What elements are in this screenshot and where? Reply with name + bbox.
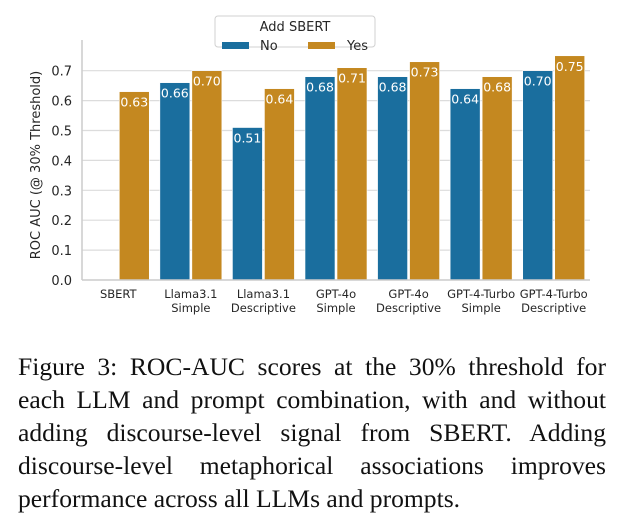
- x-tick-label: Llama3.1: [237, 287, 290, 301]
- y-tick-label: 0.1: [51, 244, 72, 259]
- axes: [81, 40, 590, 281]
- x-tick-labels: SBERT Llama3.1SimpleLlama3.1DescriptiveGP…: [100, 287, 588, 315]
- bar-yes: [409, 61, 440, 281]
- y-tick-labels: 0.0 0.1 0.2 0.3 0.4 0.5 0.6 0.7: [51, 65, 72, 289]
- bar-no: [522, 70, 554, 281]
- legend-label-yes: Yes: [346, 39, 368, 54]
- bar-no: [232, 127, 263, 281]
- x-tick-label: Llama3.1: [164, 287, 217, 301]
- bar-value-label: 0.68: [379, 80, 407, 95]
- bar-yes: [118, 91, 150, 281]
- bar-value-label: 0.64: [451, 92, 479, 107]
- x-tick-label: Descriptive: [521, 301, 586, 315]
- bar-chart: 0.63 0.66 0.70 0.51 0.64 0.68 0.71 0.68 0.73 0.64…: [29, 15, 590, 315]
- x-tick-label: Descriptive: [376, 301, 441, 315]
- bar-yes: [191, 70, 223, 281]
- y-tick-label: 0.2: [51, 214, 72, 229]
- x-tick-label: Simple: [316, 301, 355, 315]
- legend-title: Add SBERT: [260, 20, 331, 35]
- y-tick-label: 0.6: [51, 95, 72, 110]
- y-tick-label: 0.3: [51, 184, 72, 199]
- legend: Add SBERT No Yes: [214, 15, 376, 54]
- bar-no: [449, 88, 481, 281]
- bar-value-label: 0.51: [234, 131, 262, 146]
- figure-caption: Figure 3: ROC-AUC scores at the 30% thre…: [18, 352, 606, 513]
- legend-frame: [214, 15, 376, 48]
- bar-no: [377, 76, 408, 281]
- bar-value-label: 0.68: [306, 80, 334, 95]
- bar-yes: [554, 55, 586, 281]
- x-tick-label: GPT-4o: [316, 287, 356, 301]
- x-tick-label: Simple: [171, 301, 210, 315]
- bar-yes: [264, 88, 295, 281]
- bar-yes: [336, 67, 368, 281]
- x-tick-label: GPT-4-Turbo: [447, 287, 515, 301]
- x-tick-label: GPT-4o: [388, 287, 428, 301]
- bar-value-label: 0.66: [161, 86, 189, 101]
- x-tick-label: Simple: [462, 301, 501, 315]
- bar-value-label: 0.63: [120, 95, 148, 110]
- bar-value-label: 0.75: [556, 59, 584, 74]
- bar-value-label: 0.70: [193, 74, 221, 89]
- bar-value-label: 0.70: [524, 74, 552, 89]
- x-tick-label: Descriptive: [231, 301, 296, 315]
- bars: 0.63 0.66 0.70 0.51 0.64 0.68 0.71 0.68 0.73 0.64…: [118, 55, 586, 281]
- bar-no: [159, 82, 191, 281]
- y-tick-label: 0.0: [51, 274, 72, 289]
- y-axis-label: ROC AUC (@ 30% Threshold): [29, 71, 44, 259]
- bar-value-label: 0.68: [483, 80, 511, 95]
- bar-value-label: 0.64: [266, 92, 294, 107]
- bar-value-label: 0.73: [411, 65, 439, 80]
- bar-no: [304, 76, 336, 281]
- x-tick-label: SBERT: [100, 287, 138, 301]
- y-tick-label: 0.5: [51, 125, 72, 140]
- bar-value-label: 0.71: [338, 71, 366, 86]
- bar-yes: [481, 76, 513, 281]
- legend-swatch-no: [222, 42, 249, 49]
- y-tick-label: 0.4: [51, 154, 72, 169]
- y-tick-label: 0.7: [51, 65, 72, 80]
- x-tick-label: GPT-4-Turbo: [520, 287, 588, 301]
- gridlines: [82, 70, 590, 251]
- legend-label-no: No: [260, 39, 278, 54]
- legend-swatch-yes: [308, 42, 335, 49]
